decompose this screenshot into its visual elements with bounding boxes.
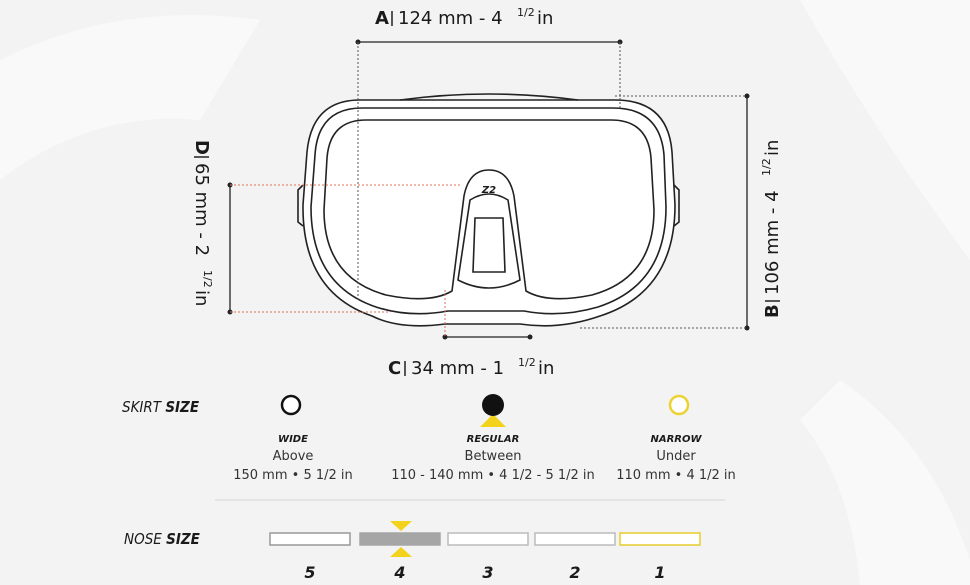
title-bold: SIZE — [166, 530, 201, 548]
nose-size-number: 2 — [569, 563, 580, 582]
selected-marker — [390, 521, 412, 531]
dim-letter: A — [375, 8, 389, 29]
nose-size-box — [269, 532, 351, 546]
nose-size-number: 5 — [304, 563, 315, 582]
title-light: NOSE — [124, 530, 162, 548]
dim-fraction: 1/2 — [760, 158, 773, 176]
skirt-option-dot — [280, 394, 302, 416]
skirt-option-dot — [668, 394, 690, 416]
dim-unit: in — [538, 358, 554, 379]
dim-unit: in — [191, 290, 212, 306]
logo: Z2 — [481, 185, 496, 196]
mask — [297, 93, 680, 327]
dim-value: 106 mm - 4 — [762, 190, 783, 295]
skirt-option-dot-selected — [482, 394, 504, 416]
dim-letter: C — [388, 358, 401, 379]
dim-b: B 106 mm - 4 1/2 in — [760, 140, 783, 318]
nose-size-number: 4 — [393, 563, 405, 582]
selected-marker — [390, 547, 412, 557]
dim-unit: in — [762, 140, 783, 156]
nose-size-box — [359, 532, 441, 546]
dim-value: 65 mm - 2 — [191, 163, 212, 256]
option-relation: Above — [273, 449, 314, 464]
nose-title: NOSE SIZE — [124, 530, 201, 548]
option-measure: 110 - 140 mm • 4 1/2 - 5 1/2 in — [391, 468, 595, 483]
dim-fraction: 1/2 — [517, 6, 535, 19]
dimension-lines — [229, 41, 748, 338]
option-measure: 150 mm • 5 1/2 in — [233, 468, 353, 483]
nose-size-number: 1 — [654, 563, 665, 582]
dim-letter: D — [191, 140, 212, 155]
guide-lines — [357, 42, 747, 329]
dim-letter: B — [762, 304, 783, 318]
option-relation: Between — [465, 449, 522, 464]
dim-c: C 34 mm - 1 1/2 in — [388, 356, 554, 379]
dim-value: 124 mm - 4 — [398, 8, 503, 29]
option-name: NARROW — [650, 434, 702, 445]
dimension-dots — [227, 39, 750, 340]
skirt-labels: WIDE Above 150 mm • 5 1/2 in REGULAR Between… — [233, 434, 736, 483]
option-measure: 110 mm • 4 1/2 in — [616, 468, 736, 483]
dim-unit: in — [537, 8, 553, 29]
dim-fraction: 1/2 — [201, 270, 214, 288]
nose-size-box — [619, 532, 701, 546]
option-name: WIDE — [278, 434, 308, 445]
skirt-title: SKIRT SIZE — [122, 398, 200, 416]
guide-lines-red — [230, 184, 460, 337]
title-bold: SIZE — [165, 398, 200, 416]
selected-marker — [480, 414, 506, 427]
dim-a: A 124 mm - 4 1/2 in — [375, 6, 553, 29]
nose-size-number: 3 — [482, 563, 493, 582]
nose-sizes: 5 4 3 2 1 — [269, 532, 701, 582]
option-name: REGULAR — [467, 434, 520, 445]
dim-fraction: 1/2 — [518, 356, 536, 369]
dim-d: D 65 mm - 2 1/2 in — [191, 140, 214, 306]
option-relation: Under — [656, 449, 696, 464]
title-light: SKIRT — [122, 398, 163, 416]
nose-size-box — [534, 532, 616, 546]
dim-value: 34 mm - 1 — [411, 358, 504, 379]
nose-size-box — [447, 532, 529, 546]
